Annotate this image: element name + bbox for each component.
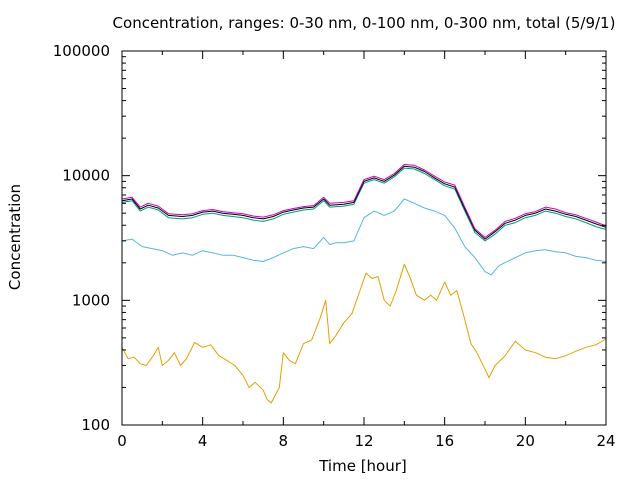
series-line-1 [121,263,607,404]
x-tick-label: 0 [117,432,127,450]
series-line-4 [121,165,607,240]
y-axis-label: Concentration [6,184,24,290]
series-line-5 [121,164,607,238]
x-axis-label: Time [hour] [318,457,407,475]
tick-layer: 0 4 8 12 16 20 24 100 1000 10000 100000 [53,42,616,450]
x-tick-label: 12 [354,432,373,450]
y-tick-label: 1000 [72,291,110,309]
x-tick-label: 16 [435,432,454,450]
series-line-3 [121,167,607,242]
x-tick-label: 4 [198,432,208,450]
series-line-2 [121,198,607,276]
x-tick-label: 20 [516,432,535,450]
y-tick-label: 100000 [53,42,110,60]
x-tick-label: 8 [279,432,289,450]
y-tick-label: 10000 [62,167,110,185]
y-tick-label: 100 [81,416,110,434]
chart-title: Concentration, ranges: 0-30 nm, 0-100 nm… [113,14,616,32]
x-tick-label: 24 [596,432,615,450]
plot-frame [121,50,607,426]
series-layer [121,164,607,404]
